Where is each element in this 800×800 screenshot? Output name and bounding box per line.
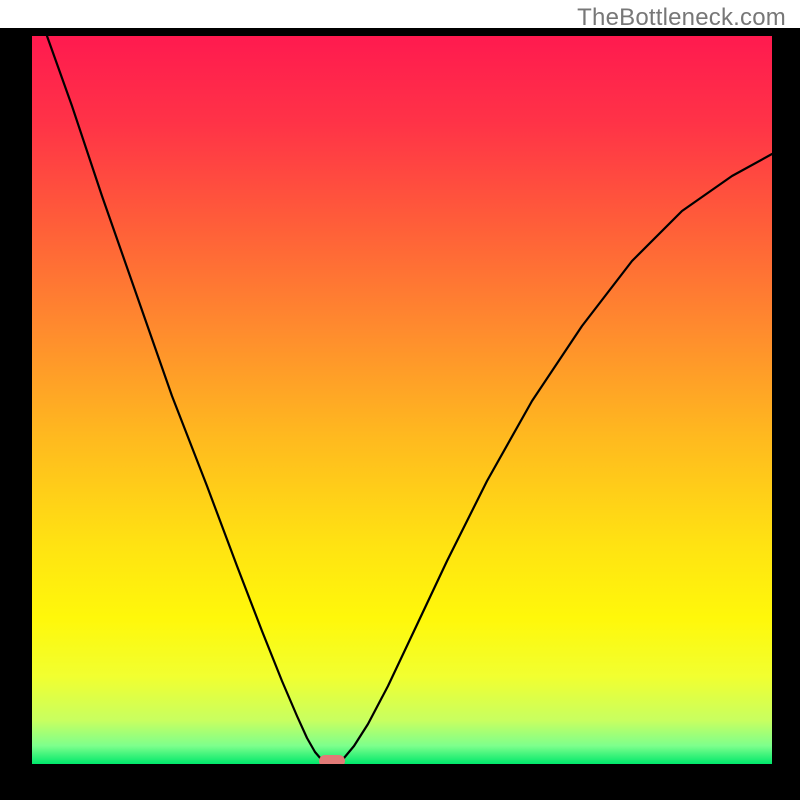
plot-area bbox=[32, 36, 772, 764]
frame-top bbox=[0, 28, 800, 36]
bottleneck-curve bbox=[32, 36, 772, 764]
chart-canvas: TheBottleneck.com bbox=[0, 0, 800, 800]
curve-path bbox=[47, 36, 772, 763]
frame-right bbox=[772, 36, 800, 764]
optimum-marker bbox=[319, 755, 345, 764]
frame-left bbox=[0, 36, 32, 764]
frame-bottom bbox=[0, 764, 800, 800]
